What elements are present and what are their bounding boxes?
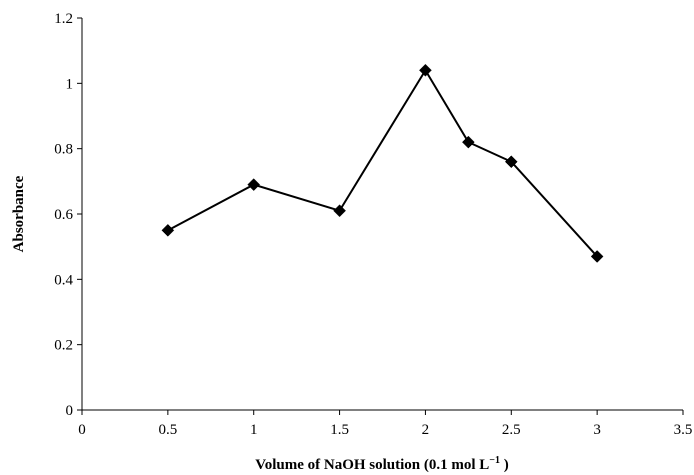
data-point-marker (333, 204, 346, 218)
y-tick-label: 0 (66, 403, 74, 419)
x-tick-label: 2 (422, 422, 430, 438)
y-ticks: 0 0.2 0.4 0.6 0.8 1 1.2 (54, 11, 82, 419)
x-tick-label: 0 (78, 422, 86, 438)
x-tick-label: 0.5 (158, 422, 177, 438)
x-axis-title-superscript: −1 (489, 455, 500, 466)
x-axis-title-main: Volume of NaOH solution (0.1 mol L (255, 457, 489, 473)
data-point-marker (504, 155, 518, 169)
y-tick-label: 0.8 (54, 142, 73, 158)
data-point-marker (161, 223, 175, 237)
y-tick-label: 0.4 (54, 272, 73, 288)
y-tick-label: 1 (66, 76, 74, 92)
x-tick-label: 3.5 (674, 422, 693, 438)
y-tick-label: 0.6 (54, 207, 73, 223)
y-tick-label: 0.2 (54, 338, 73, 354)
series-absorbance (161, 63, 604, 263)
y-axis-title: Absorbance (11, 175, 27, 252)
data-point-marker (247, 178, 261, 191)
axes (81, 18, 683, 411)
x-tick-label: 3 (593, 422, 601, 438)
x-axis-title-suffix: ) (500, 457, 509, 473)
data-point-marker (462, 135, 475, 149)
x-ticks: 0 0.5 1 1.5 2 2.5 3 3.5 (78, 410, 692, 438)
data-point-marker (419, 63, 432, 77)
x-tick-label: 2.5 (502, 422, 521, 438)
series-line (167, 68, 598, 258)
data-point-marker (590, 250, 604, 263)
x-tick-label: 1.5 (330, 422, 349, 438)
y-tick-label: 1.2 (54, 11, 73, 27)
x-tick-label: 1 (250, 422, 258, 438)
x-axis-title: Volume of NaOH solution (0.1 mol L−1 ) (255, 455, 509, 473)
